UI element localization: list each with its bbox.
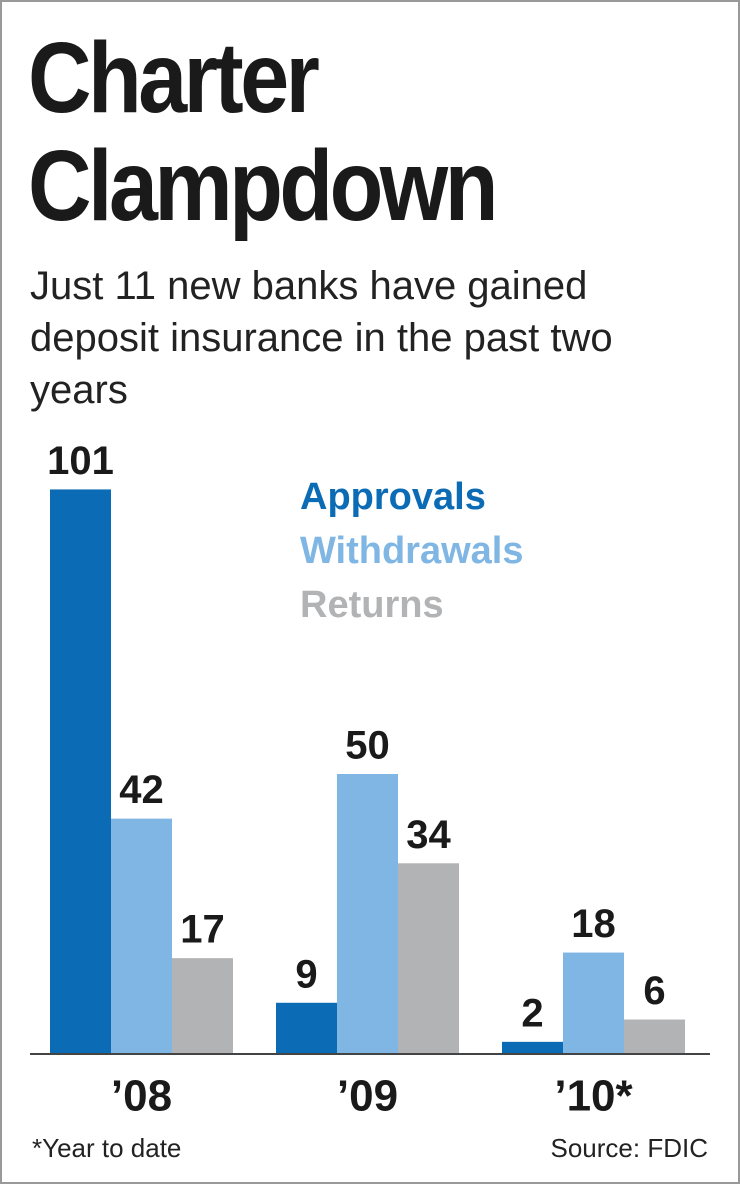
bar: [624, 1019, 685, 1053]
legend-entry: Returns: [300, 584, 444, 626]
bar: [50, 489, 111, 1053]
bar: [172, 958, 233, 1053]
value-label: 17: [180, 908, 225, 952]
legend-entry: Withdrawals: [300, 530, 523, 572]
value-label: 42: [119, 768, 164, 812]
bar: [276, 1002, 337, 1053]
value-label: 101: [47, 439, 114, 483]
value-label: 34: [406, 813, 451, 857]
bar: [398, 863, 459, 1053]
value-label: 6: [643, 969, 665, 1013]
x-tick-label: ’10*: [554, 1072, 633, 1121]
bar: [337, 774, 398, 1053]
chart-title: Charter Clampdown: [28, 22, 498, 242]
bar: [502, 1041, 563, 1053]
footnote: *Year to date: [32, 1133, 181, 1163]
value-label: 50: [345, 724, 390, 768]
value-label: 9: [295, 952, 317, 996]
chart-subtitle: Just 11 new banks have gained deposit in…: [30, 264, 613, 412]
bar: [111, 818, 172, 1053]
source: Source: FDIC: [551, 1133, 709, 1163]
x-tick-label: ’08: [111, 1072, 172, 1121]
value-label: 18: [571, 902, 616, 946]
value-label: 2: [521, 991, 543, 1035]
legend-entry: Approvals: [300, 476, 486, 518]
x-tick-label: ’09: [337, 1072, 398, 1121]
bar: [563, 952, 624, 1053]
